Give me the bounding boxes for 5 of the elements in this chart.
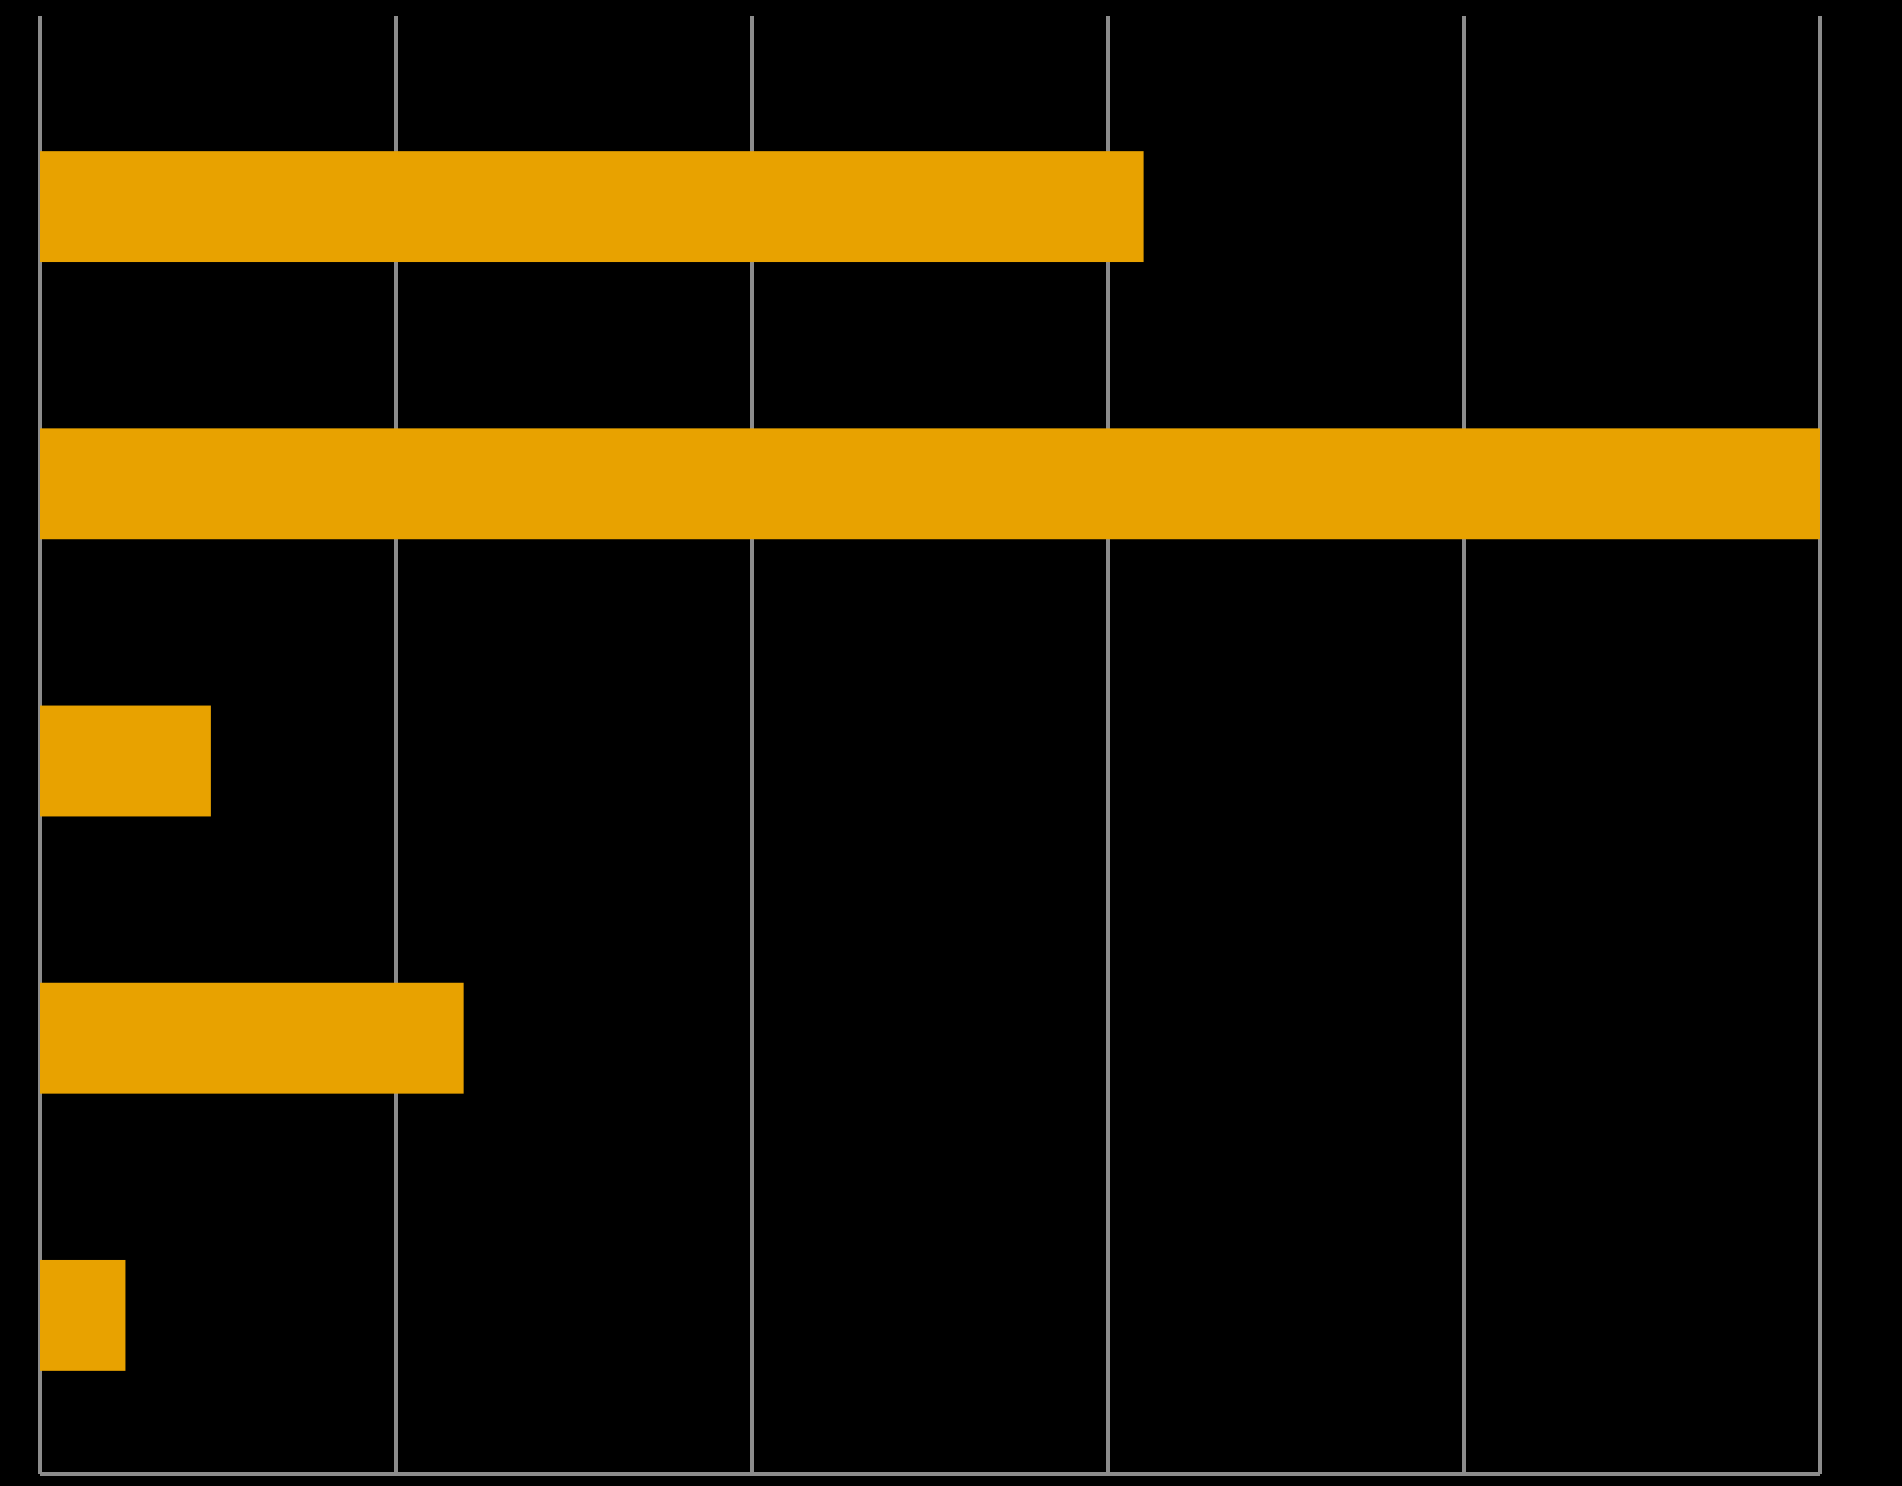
bar [40, 982, 464, 1094]
bar [40, 1259, 126, 1371]
bar [40, 705, 211, 817]
bar [40, 428, 1820, 540]
bar [40, 151, 1144, 263]
